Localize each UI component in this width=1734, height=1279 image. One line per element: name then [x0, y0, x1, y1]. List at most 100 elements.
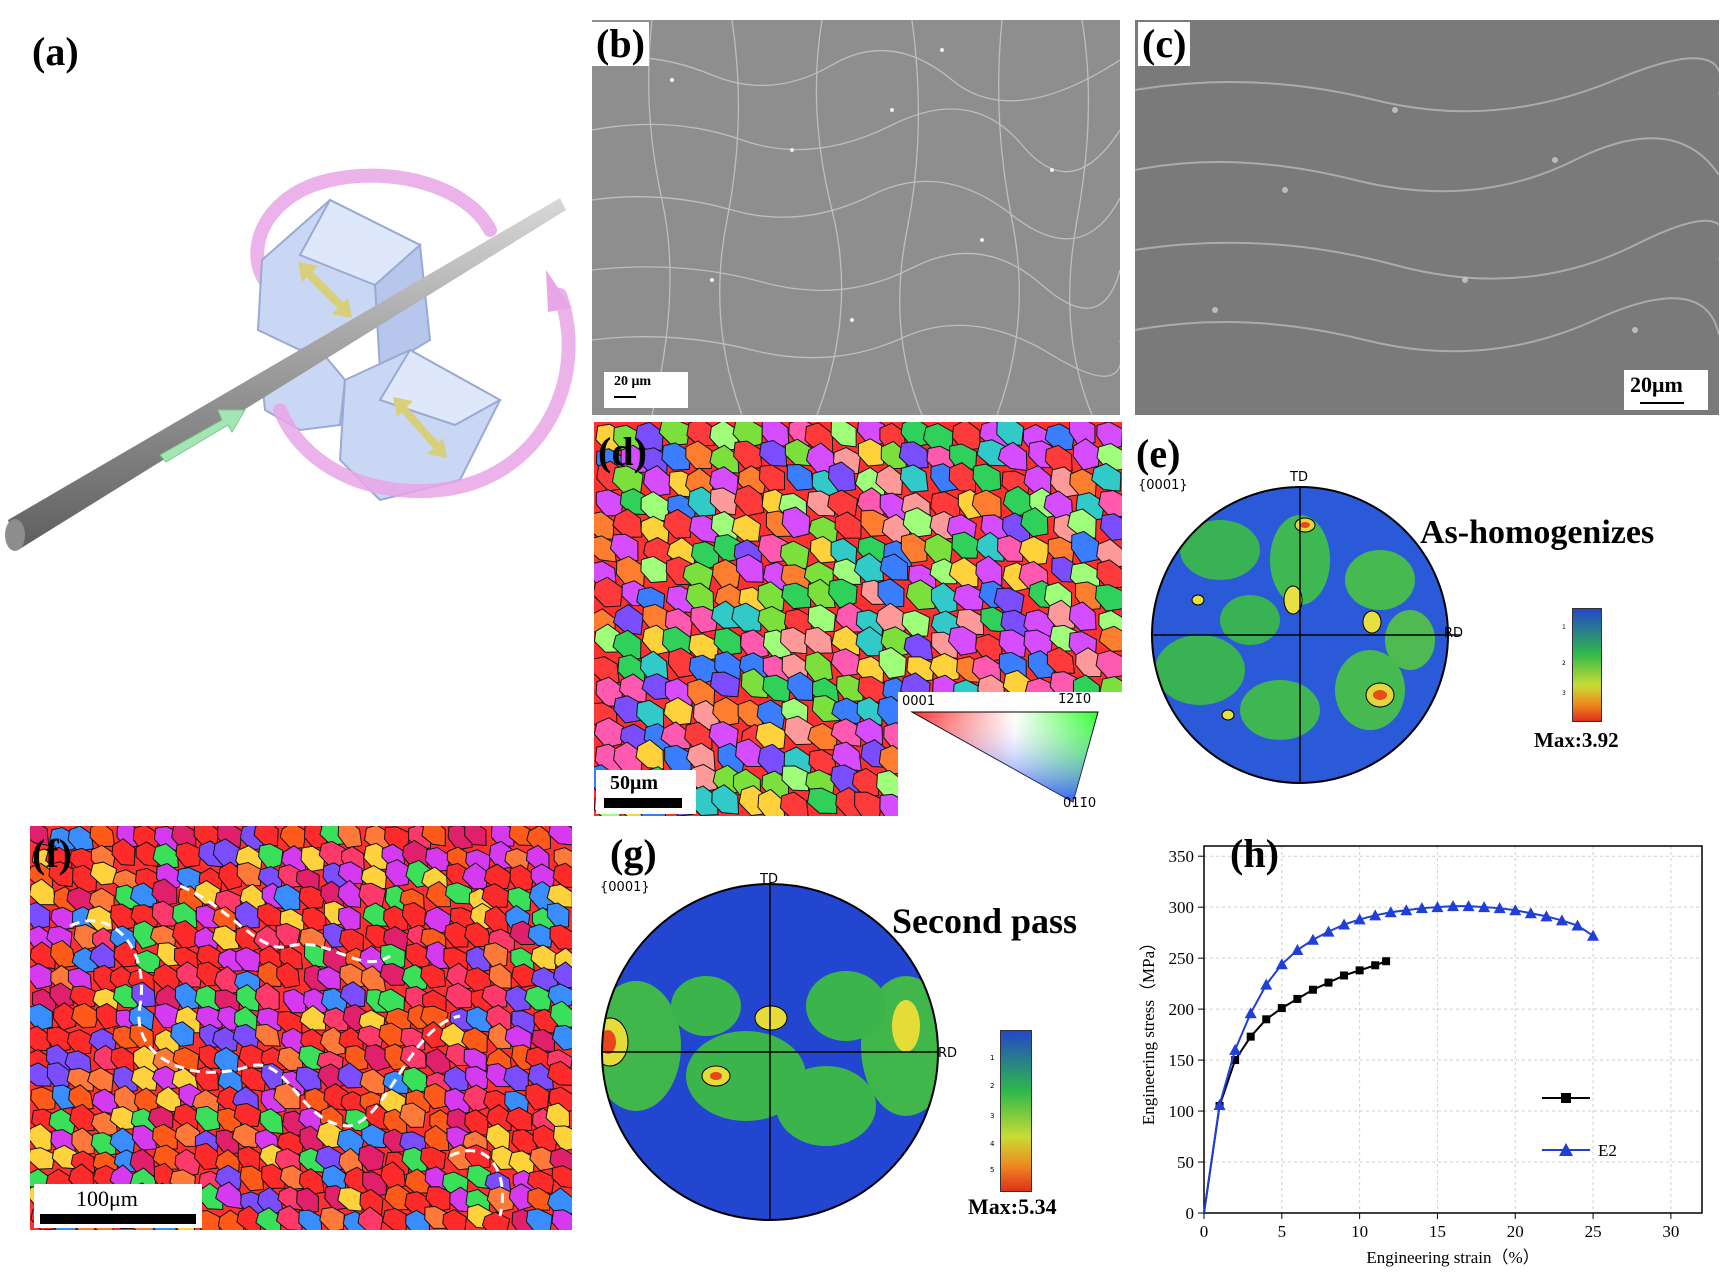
data-point: [1431, 901, 1444, 913]
pole-g-title: Second pass: [892, 901, 1078, 941]
x-tick-label: 30: [1662, 1222, 1679, 1241]
data-point: [1355, 966, 1364, 975]
y-tick-label: 50: [1177, 1153, 1194, 1172]
scale-bar-f-label: 100μm: [76, 1186, 138, 1211]
ipf-key-01-10: 011̄0: [1063, 796, 1097, 811]
colorbar-g-tick-5: 5: [990, 1166, 995, 1174]
data-point: [1493, 902, 1506, 914]
sem-image-c: [1135, 20, 1719, 415]
data-point: [1371, 961, 1380, 970]
x-tick-label: 25: [1585, 1222, 1602, 1241]
colorbar-g: [1000, 1030, 1032, 1192]
data-point: [1308, 985, 1317, 994]
x-tick-label: 0: [1200, 1222, 1209, 1241]
pole-e-family: {0001}: [1138, 478, 1188, 493]
colorbar-e-tick-1: 1: [1562, 624, 1566, 631]
data-point: [1478, 901, 1491, 913]
ebsd-map-f: [30, 826, 572, 1230]
colorbar-g-tick-4: 4: [990, 1140, 995, 1148]
x-tick-label: 10: [1351, 1222, 1368, 1241]
stress-strain-chart: 0 5 10 15 20 25 30050100150200250300350Enginee…: [1139, 845, 1703, 1267]
panel-label-d: (d): [598, 429, 647, 474]
data-point: [1524, 907, 1537, 919]
x-tick-label: 15: [1429, 1222, 1446, 1241]
legend-marker-0: [1561, 1093, 1571, 1103]
panel-label-g: (g): [606, 832, 661, 876]
pole-g-rd: RD: [938, 1046, 958, 1061]
data-point: [1229, 1043, 1242, 1055]
pole-e-rd: RD: [1444, 626, 1464, 641]
rolling-schematic: [5, 168, 576, 551]
panel-label-e: (e): [1132, 432, 1185, 476]
panel-label-h: (h): [1230, 831, 1279, 876]
y-tick-label: 150: [1169, 1051, 1195, 1070]
legend-marker-1: [1559, 1143, 1573, 1156]
colorbar-g-tick-2: 2: [990, 1082, 995, 1090]
y-tick-label: 350: [1169, 847, 1195, 866]
ipf-key-12-10: 1̄21̄0: [1058, 692, 1092, 707]
data-point: [1340, 971, 1349, 980]
y-tick-label: 100: [1169, 1102, 1195, 1121]
data-point: [1555, 914, 1568, 926]
colorbar-e-tick-2: 2: [1562, 660, 1566, 667]
ebsd-map-d: [594, 422, 1122, 816]
plot-frame: [1203, 845, 1703, 1214]
data-point: [1291, 943, 1304, 955]
ipf-key-0001: 0001: [902, 694, 936, 709]
data-point: [1571, 919, 1584, 931]
colorbar-e-tick-3: 3: [1562, 690, 1566, 697]
data-point: [1277, 1004, 1286, 1013]
data-point: [1447, 900, 1459, 912]
data-point: [1275, 958, 1288, 970]
y-tick-label: 300: [1169, 898, 1195, 917]
data-point: [1324, 978, 1333, 987]
panel-label-a: (a): [28, 30, 83, 74]
data-point: [1587, 929, 1600, 941]
data-point: [1509, 904, 1522, 916]
data-point: [1540, 910, 1553, 922]
data-point: [1338, 918, 1351, 930]
pole-figure-g: [601, 883, 939, 1221]
pole-e-td: TD: [1290, 470, 1308, 485]
pole-g-family: {0001}: [600, 880, 650, 895]
y-axis-label: Engineering stress（MPa）: [1139, 934, 1158, 1125]
data-point: [1322, 925, 1335, 937]
pole-g-max: Max:5.34: [968, 1194, 1057, 1219]
scale-bar-b: 20 μm: [604, 372, 688, 408]
data-point: [1369, 909, 1382, 921]
sem-image-b: [592, 20, 1120, 415]
scale-bar-d-label: 50μm: [610, 772, 658, 794]
data-point: [1293, 994, 1302, 1003]
y-tick-label: 0: [1186, 1204, 1195, 1223]
ipf-color-key: 0001 1̄21̄0 011̄0: [898, 692, 1122, 816]
colorbar-g-tick-3: 3: [990, 1112, 995, 1120]
colorbar-g-tick-1: 1: [990, 1054, 995, 1062]
colorbar-e: [1572, 608, 1602, 722]
panel-label-b: (b): [592, 22, 649, 66]
panel-label-c: (c): [1138, 22, 1191, 66]
y-tick-label: 250: [1169, 949, 1195, 968]
scale-bar-c: 20μm: [1624, 370, 1708, 410]
data-point: [1262, 1015, 1271, 1024]
data-point: [1353, 913, 1366, 925]
pole-figure-e: [1151, 486, 1460, 784]
pole-e-title: As-homogenizes: [1420, 514, 1655, 551]
data-point: [1246, 1032, 1255, 1041]
scale-bar-c-label: 20μm: [1630, 372, 1683, 397]
pole-e-max: Max:3.92: [1534, 728, 1619, 752]
x-tick-label: 5: [1278, 1222, 1287, 1241]
scale-bar-b-label: 20 μm: [614, 374, 652, 389]
series-line-1: [1203, 905, 1594, 1214]
x-axis-label: Engineering strain（%）: [1366, 1248, 1539, 1267]
y-tick-label: 200: [1169, 1000, 1195, 1019]
data-point: [1400, 904, 1413, 916]
scale-bar-f: 100μm: [34, 1184, 202, 1228]
pole-g-td: TD: [760, 872, 778, 887]
data-point: [1462, 900, 1475, 912]
data-point: [1306, 933, 1319, 945]
data-point: [1382, 957, 1391, 966]
legend-label-1: E2: [1598, 1141, 1617, 1160]
data-point: [1260, 978, 1273, 990]
data-point: [1384, 906, 1397, 918]
data-point: [1213, 1098, 1226, 1110]
